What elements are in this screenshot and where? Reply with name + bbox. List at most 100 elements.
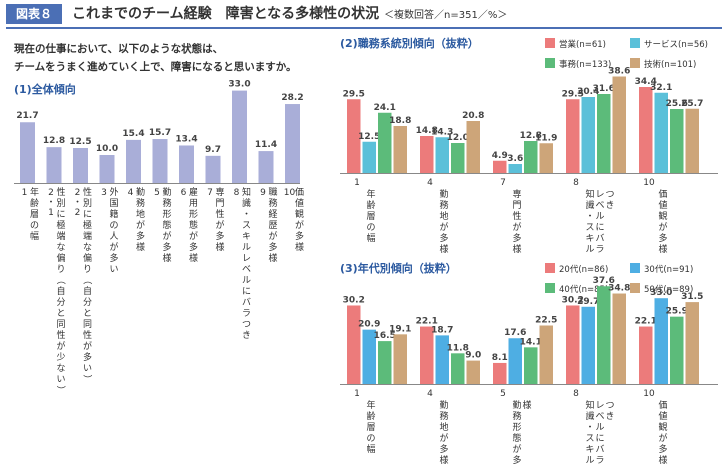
chart1-category-num: 4 [128,188,134,198]
chart2-value-label: 12.8 [520,131,542,141]
chart1-category-label-char: ル [242,276,251,286]
chart3-value-label: 30.2 [343,295,365,305]
chart1-category-label-char: 性 [56,186,65,198]
chart1-bar-2-1 [46,147,62,183]
chart2-category-label-char: 多 [439,232,448,244]
chart1-category-label-char: 性 [56,329,65,341]
chart2-bar [451,143,465,173]
chart2-value-label: 4.9 [492,151,508,161]
chart2-category-label-char: ル [585,245,594,255]
chart2-category-label-char: キ [585,234,594,244]
chart1-category-label-char: と [83,308,92,319]
chart2-bar [378,112,392,173]
chart3-category-label-char: 様 [439,454,448,465]
chart2-category-label-char: に [595,222,604,233]
chart3-value-label: 22.5 [535,316,557,326]
chart2-category-label-char: 様 [439,243,448,255]
chart3-category-label-char: 勤 [439,399,448,411]
chart1-category-label-char: 齢 [30,197,39,209]
chart1-category-label-char: い [109,265,118,275]
chart1-bar-8 [232,90,247,183]
chart1-category-label-char: 層 [30,209,39,220]
chart3-title: (3)年代別傾向（抜粋） [340,261,457,275]
chart3-category-num: 8 [573,389,579,399]
chart3-legend-label: 30代(n=91) [644,264,693,275]
chart2-value-label: 14.8 [416,126,438,136]
chart1-category-num: 8 [234,188,240,198]
chart1-bar-9 [258,151,274,183]
chart1-category-label-char: 歴 [268,220,277,231]
chart2-category-label-char: バ [595,233,604,244]
chart3-value-label: 11.8 [447,343,469,353]
chart1-category-label-char: 態 [189,219,198,231]
chart1-category-label-char: が [268,230,277,242]
chart2-bar [566,99,580,173]
chart1-bar-4 [126,139,141,183]
chart1-category-label-char: が [83,340,92,352]
chart2-category-label-char: 多 [512,232,521,244]
chart2-category-label-char: ・ [585,212,594,222]
chart1-category-label-char: 自 [56,285,65,297]
chart2-category-label-char: レ [595,190,604,200]
chart3-category-num: 1 [354,389,360,399]
chart3-legend-swatch [545,283,555,293]
chart1-category-label-char: 分 [83,297,92,308]
chart1-category-label-char: 幅 [30,230,39,242]
chart1-category-label-char: な [83,242,92,253]
chart3-value-label: 20.9 [358,320,380,330]
chart1-category-label-char: が [189,230,198,242]
chart1-value-label: 11.4 [255,140,277,150]
chart2-value-label: 29.5 [343,89,365,99]
chart2-category-label-char: 齢 [366,199,375,211]
chart1-category-label-char: 勤 [136,186,145,198]
chart2-bar [347,99,361,173]
header-rule [6,27,722,29]
chart1-category-label-char: 別 [56,198,65,209]
chart3-legend-label: 40代(n=85) [559,284,608,295]
chart2-bar [597,94,611,173]
chart2-bar [420,136,434,173]
chart3-category-label-char: 層 [366,422,375,433]
chart1-category-label-char: 様 [162,252,171,264]
chart3-category-label-char: 勤 [512,399,521,411]
chart3-category-label-char: 幅 [366,443,375,455]
chart3-category-label-char: 価 [658,399,667,411]
chart3-category-label-char: 値 [658,410,667,422]
chart2-bar [654,92,668,173]
chart2-bar [362,141,376,173]
chart1-category-label-char: 極 [83,219,92,231]
chart3-value-label: 29.7 [577,297,599,307]
chart1-category-label-char: 偏 [56,252,65,264]
chart3-category-label-char: が [512,443,521,455]
chart2-value-label: 24.1 [374,103,396,113]
chart2-bar [393,126,407,173]
chart2-category-num: 8 [573,178,579,188]
chart1-category-label-char: 態 [162,219,171,231]
chart1-category-label-char: が [56,340,65,352]
chart1-category-label-char: り [83,264,92,275]
chart3-bar [654,298,668,384]
chart1-category-label-char: に [83,209,92,220]
chart2-value-label: 30.4 [577,87,599,97]
chart2-bar [670,109,684,173]
chart3-legend-swatch [545,263,555,273]
chart3-bar [597,286,611,384]
chart3-bar [378,341,392,384]
chart1-category-label-char: （ [82,275,93,284]
chart1-category-label-char: 専 [215,186,224,198]
chart2-category-num: 10 [643,178,655,188]
chart3-bar [539,325,553,384]
chart2-value-label: 25.7 [681,99,703,109]
chart1-category-label-char: が [295,219,304,231]
chart1-category-label-char: い [56,375,65,385]
chart1-category-label-char: ） [82,374,93,383]
chart1-category-num: 5 [154,188,160,198]
chart3-value-label: 18.7 [431,325,453,335]
chart1-bar-6 [179,145,194,183]
chart2-value-label: 18.8 [389,116,411,126]
